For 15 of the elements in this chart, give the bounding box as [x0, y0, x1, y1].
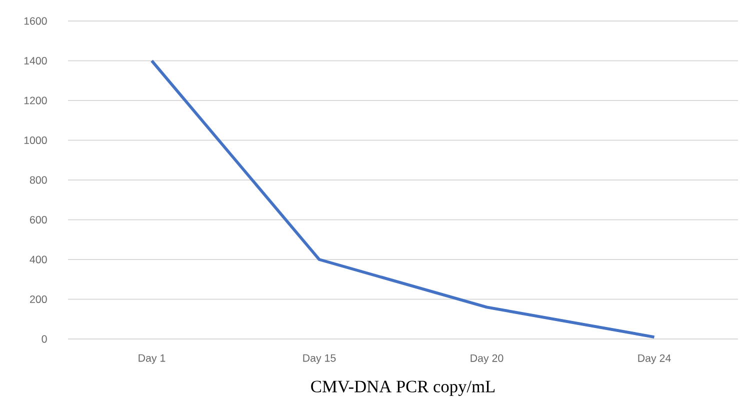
y-tick-label: 1000 — [24, 136, 47, 144]
y-tick-label: 1600 — [24, 17, 47, 25]
x-tick-label: Day 15 — [303, 354, 336, 364]
line-series — [150, 59, 656, 338]
y-tick-label: 800 — [30, 176, 47, 184]
y-tick-label: 400 — [30, 256, 47, 264]
y-tick-label: 600 — [30, 216, 47, 224]
y-tick-label: 1200 — [24, 96, 47, 104]
x-tick-label: Day 20 — [470, 354, 504, 364]
x-tick-label: Day 24 — [638, 354, 671, 364]
x-axis-title: CMV-DNA PCR copy/mL — [311, 380, 495, 396]
y-tick-label: 200 — [30, 295, 47, 304]
y-tick-label: 0 — [42, 335, 47, 343]
x-tick-label: Day 1 — [138, 354, 166, 364]
y-tick-label: 1400 — [24, 56, 47, 65]
